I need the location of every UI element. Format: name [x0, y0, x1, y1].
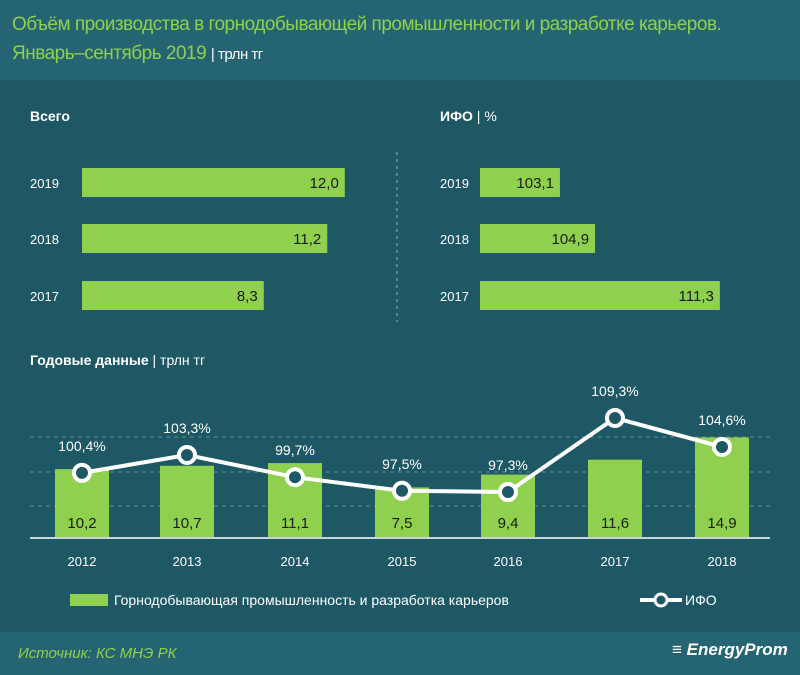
subtitle-total: Всего	[30, 108, 70, 124]
subtitle-unit: | трлн тг	[152, 352, 206, 368]
data-label: 9,4	[498, 515, 519, 532]
bar	[480, 168, 560, 197]
data-label: 11,6	[601, 515, 629, 532]
data-label: 104,9	[552, 231, 590, 248]
data-label: 11,2	[293, 231, 321, 248]
category-label: 2017	[440, 289, 469, 304]
subtitle-annual: Годовые данные | трлн тг	[30, 352, 205, 368]
line-label: 104,6%	[698, 412, 745, 428]
line-point	[177, 444, 197, 465]
bar	[82, 168, 345, 197]
bar	[82, 224, 328, 253]
title-text: Объём производства в горнодобывающей про…	[12, 14, 722, 64]
bar	[82, 281, 264, 310]
category-label: 2018	[708, 554, 737, 569]
legend-line-marker	[653, 592, 669, 608]
bar	[480, 281, 720, 310]
category-label: 2015	[388, 554, 417, 569]
line-label: 103,3%	[163, 420, 210, 436]
footer-band	[0, 632, 800, 675]
legend-line-label: ИФО	[685, 592, 717, 608]
legend-bar-label: Горнодобывающая промышленность и разрабо…	[114, 592, 509, 608]
line-label: 99,7%	[275, 442, 315, 458]
title-unit: | трлн тг	[210, 46, 263, 63]
category-label: 2019	[440, 176, 469, 191]
chart-title: Объём производства в горнодобывающей про…	[12, 10, 792, 69]
category-label: 2012	[68, 554, 97, 569]
line-point	[392, 480, 412, 501]
subtitle-text: ИФО	[440, 108, 473, 124]
data-label: 10,7	[172, 515, 201, 532]
source-note: Источник: КС МНЭ РК	[18, 645, 177, 662]
data-label: 103,1	[516, 175, 554, 192]
category-label: 2016	[494, 554, 523, 569]
data-label: 10,2	[67, 515, 96, 532]
line-point	[712, 436, 732, 457]
category-label: 2017	[30, 289, 59, 304]
subtitle-text: Годовые данные	[30, 352, 149, 368]
bar	[588, 459, 642, 538]
line-label: 109,3%	[591, 383, 638, 399]
data-label: 14,9	[707, 515, 736, 532]
bar	[480, 224, 596, 253]
subtitle-ifo: ИФО | %	[440, 108, 497, 124]
line-label: 97,3%	[488, 457, 528, 473]
header-band	[0, 0, 800, 80]
bar	[160, 465, 214, 538]
category-label: 2019	[30, 176, 59, 191]
line-point	[285, 467, 305, 488]
subtitle-unit: | %	[476, 108, 497, 124]
line-label: 97,5%	[382, 456, 422, 472]
category-label: 2018	[440, 232, 469, 247]
subtitle-text: Всего	[30, 108, 70, 124]
category-label: 2014	[281, 554, 310, 569]
data-label: 8,3	[237, 288, 258, 305]
data-label: 12,0	[310, 175, 339, 192]
legend-bar-swatch	[70, 594, 108, 606]
category-label: 2013	[173, 554, 202, 569]
data-label: 111,3	[679, 288, 714, 305]
category-label: 2018	[30, 232, 59, 247]
line-point	[605, 407, 625, 428]
category-label: 2017	[601, 554, 630, 569]
data-label: 7,5	[392, 515, 413, 532]
line-label: 100,4%	[58, 438, 105, 454]
line-point	[72, 462, 92, 483]
data-label: 11,1	[281, 515, 309, 532]
line-point	[498, 482, 518, 502]
energyprom-logo: ≡ EnergyProm	[672, 640, 788, 659]
